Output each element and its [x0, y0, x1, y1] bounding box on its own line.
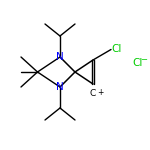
- Text: N: N: [56, 82, 64, 92]
- Text: N: N: [56, 52, 64, 62]
- Text: C: C: [89, 88, 95, 98]
- Text: Cl: Cl: [132, 58, 142, 68]
- Text: −: −: [140, 56, 147, 64]
- Text: Cl: Cl: [112, 45, 122, 54]
- Text: +: +: [97, 88, 103, 97]
